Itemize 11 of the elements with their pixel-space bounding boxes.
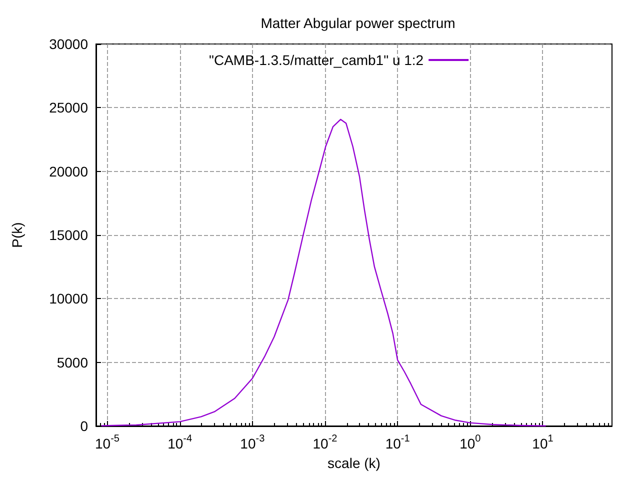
x-axis-title: scale (k) — [328, 455, 380, 471]
y-tick-label: 15000 — [49, 227, 88, 243]
y-tick-label: 5000 — [56, 354, 88, 370]
legend-label: "CAMB-1.3.5/matter_camb1" u 1:2 — [208, 52, 424, 68]
y-tick-label: 20000 — [49, 163, 88, 180]
y-tick-label: 0 — [80, 418, 88, 434]
y-tick-label: 10000 — [49, 290, 88, 307]
y-tick-label: 25000 — [49, 100, 88, 116]
y-axis-title: P(k) — [9, 222, 25, 248]
y-tick-label: 30000 — [49, 36, 88, 52]
chart-title: Matter Abgular power spectrum — [260, 15, 456, 31]
